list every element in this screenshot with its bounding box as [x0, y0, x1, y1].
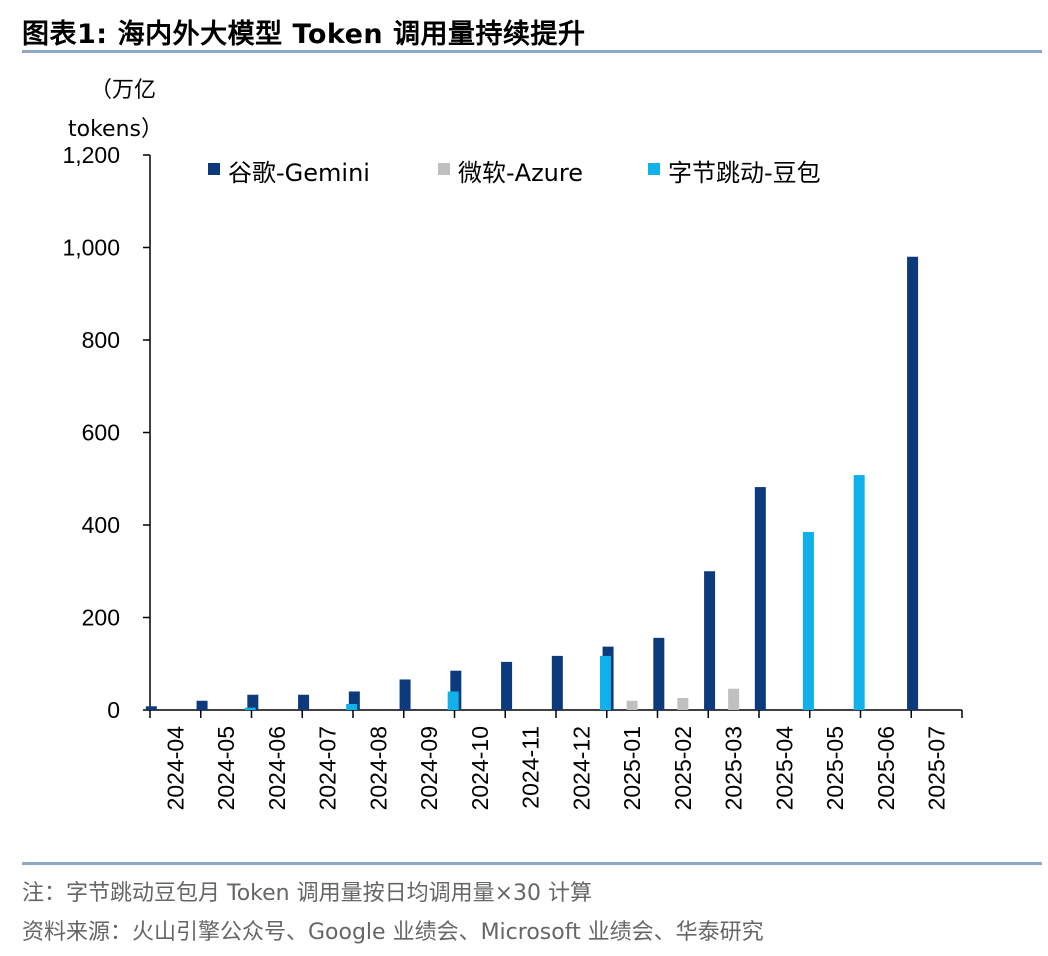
legend-swatch-gemini — [208, 163, 220, 175]
bar-doubao — [802, 531, 814, 710]
y-tick-label: 1,200 — [62, 142, 120, 168]
y-tick-label: 1,000 — [62, 235, 120, 261]
x-tick-label: 2025-07 — [924, 726, 950, 810]
y-tick-label: 0 — [107, 697, 120, 723]
bar-gemini — [348, 691, 360, 710]
bottom-rule — [22, 862, 1042, 865]
bar-gemini — [704, 571, 716, 710]
bar-gemini — [653, 637, 665, 710]
bar-doubao — [244, 707, 256, 710]
legend-label-azure: 微软-Azure — [458, 159, 583, 187]
chart-note: 注：字节跳动豆包月 Token 调用量按日均调用量×30 计算 — [22, 881, 593, 906]
bar-gemini — [551, 655, 563, 710]
y-tick-label: 600 — [82, 420, 120, 446]
x-tick-label: 2024-11 — [518, 726, 544, 809]
x-tick-label: 2024-08 — [365, 726, 391, 810]
bar-gemini — [196, 700, 208, 710]
bar-doubao — [346, 703, 358, 710]
x-tick-label: 2024-10 — [467, 726, 493, 810]
x-tick-label: 2024-06 — [264, 726, 290, 810]
legend-swatch-doubao — [648, 163, 660, 175]
x-tick-label: 2025-02 — [670, 726, 696, 810]
bar-gemini — [754, 487, 766, 710]
bar-doubao — [447, 691, 459, 710]
figure-title: 图表1: 海内外大模型 Token 调用量持续提升 — [22, 12, 586, 51]
y-tick-label: 200 — [82, 605, 120, 631]
top-rule — [22, 50, 1042, 53]
chart-source: 资料来源：火山引擎公众号、Google 业绩会、Microsoft 业绩会、华泰… — [22, 920, 764, 945]
x-tick-label: 2025-01 — [619, 726, 645, 810]
figure-label: 图表1: — [22, 19, 108, 50]
y-tick-label: 800 — [82, 327, 120, 353]
x-tick-label: 2024-07 — [315, 726, 341, 810]
x-tick-label: 2024-04 — [162, 726, 188, 811]
figure-title-text: 海内外大模型 Token 调用量持续提升 — [117, 19, 586, 50]
x-tick-label: 2025-06 — [873, 726, 899, 810]
bar-azure — [626, 700, 638, 710]
bar-gemini — [247, 694, 259, 710]
bar-gemini — [399, 679, 411, 710]
y-tick-label: 400 — [82, 512, 120, 538]
legend-label-doubao: 字节跳动-豆包 — [668, 159, 821, 187]
x-tick-label: 2025-05 — [822, 726, 848, 810]
y-axis-unit-line1: （万亿 — [90, 78, 157, 103]
x-tick-label: 2025-04 — [771, 726, 797, 811]
bar-chart: 0 200 400 600 800 1,000 1,200 2024-04 2024-05 202… — [62, 142, 963, 811]
bar-doubao — [853, 475, 865, 710]
x-tick-label: 2025-03 — [721, 726, 747, 810]
legend-swatch-azure — [438, 163, 450, 175]
x-tick-label: 2024-05 — [213, 726, 239, 810]
x-tick-label: 2024-09 — [416, 726, 442, 810]
x-tick-label: 2024-12 — [568, 726, 594, 810]
bar-gemini — [298, 694, 310, 710]
bar-doubao — [599, 655, 611, 710]
legend-label-gemini: 谷歌-Gemini — [228, 159, 370, 187]
bar-gemini — [450, 670, 462, 710]
bar-gemini — [145, 706, 157, 710]
bar-gemini — [501, 661, 513, 710]
y-axis-unit-line2: tokens） — [68, 117, 163, 142]
bar-azure — [728, 688, 740, 710]
bar-gemini — [907, 256, 919, 710]
bar-azure — [677, 697, 689, 710]
